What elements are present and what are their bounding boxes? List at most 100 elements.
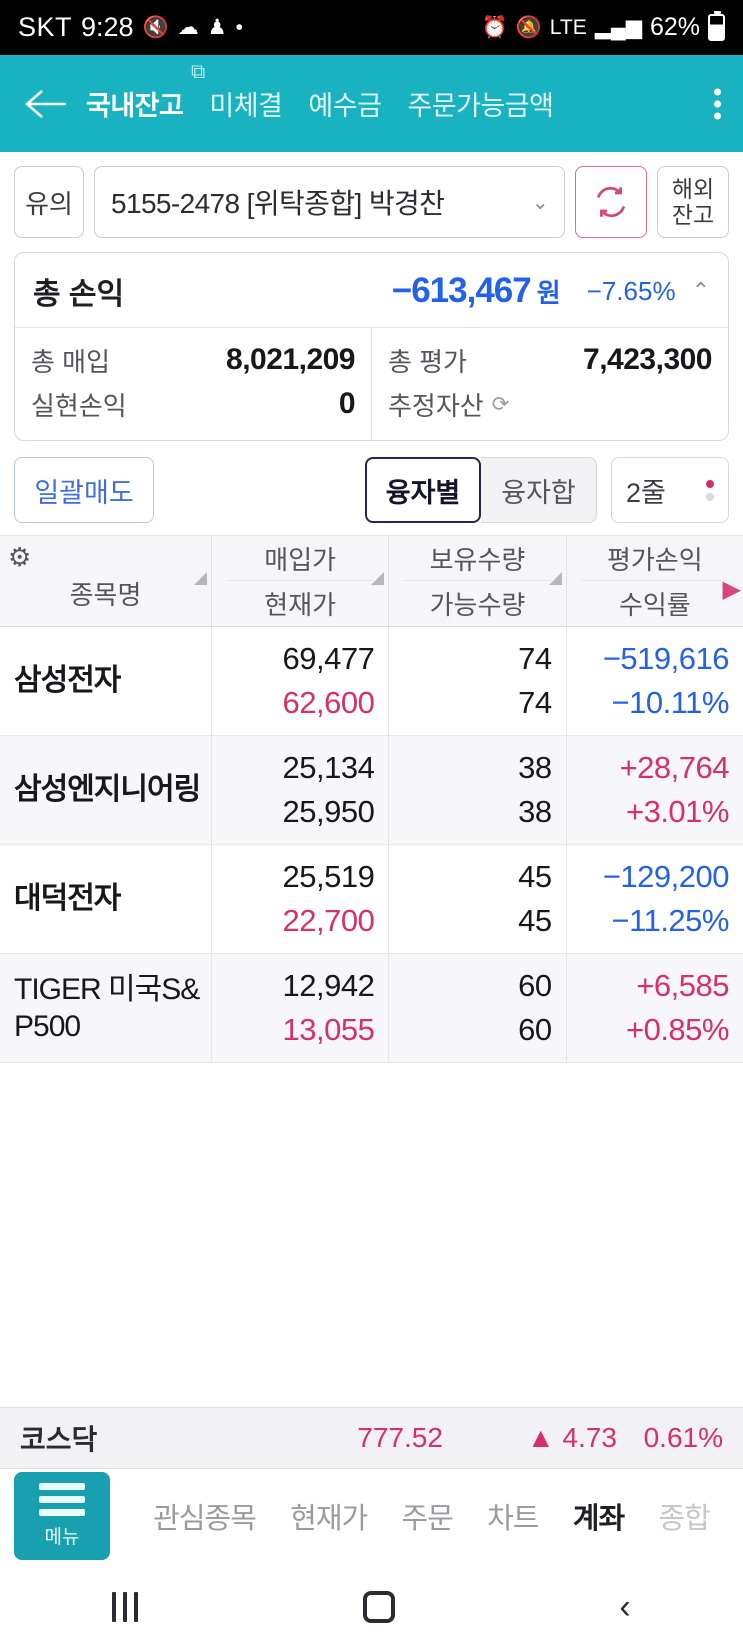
row-qty-cell: 38 38 bbox=[388, 736, 565, 844]
back-arrow-icon[interactable] bbox=[16, 75, 74, 133]
tab-orderable-amount[interactable]: 주문가능금액 bbox=[407, 91, 554, 121]
nav-item-watchlist[interactable]: 관심종목 bbox=[153, 1503, 257, 1535]
carrier-label: SKT bbox=[18, 12, 73, 42]
header-cell-name[interactable]: ⚙ 종목명 bbox=[0, 536, 211, 626]
estimated-asset-label: 추정자산 bbox=[388, 390, 484, 421]
status-bar: SKT 9:28 🔇 ☁ ♟ • ⏰ 🔕 LTE ▂▄▆ 62% bbox=[0, 0, 743, 55]
header-buy-price: 매입가 bbox=[226, 536, 375, 581]
refresh-button[interactable] bbox=[575, 166, 647, 238]
table-row[interactable]: 삼성전자 69,477 62,600 74 74 −519,616 −10.11… bbox=[0, 627, 743, 736]
bulk-sell-button[interactable]: 일괄매도 bbox=[14, 457, 154, 523]
nav-item-overall[interactable]: 종합 bbox=[658, 1503, 710, 1535]
back-nav-icon[interactable]: ‹ bbox=[619, 1588, 631, 1626]
menu-button-label: 메뉴 bbox=[44, 1527, 80, 1548]
clock-label: 9:28 bbox=[81, 12, 134, 42]
total-pl-label: 총 손익 bbox=[33, 278, 125, 311]
nav-item-account[interactable]: 계좌 bbox=[572, 1503, 625, 1535]
row-current-price: 62,600 bbox=[282, 685, 375, 720]
control-row: 일괄매도 융자별 융자합 2줄 bbox=[0, 441, 743, 535]
header-cell-pl[interactable]: 평가손익 수익률 ▶ bbox=[565, 536, 743, 626]
table-header: ⚙ 종목명 매입가 현재가 보유수량 가능수량 평가손익 수익률 ▶ bbox=[0, 535, 743, 627]
tab-deposit[interactable]: 예수금 bbox=[308, 91, 382, 121]
two-dots-icon bbox=[706, 479, 714, 501]
summary-col-left: 총 매입 8,021,209 실현손익 0 bbox=[15, 328, 371, 440]
row-eval-pl: −519,616 bbox=[602, 641, 730, 676]
nav-item-order[interactable]: 주문 bbox=[401, 1503, 453, 1535]
account-row: 유의 5155-2478 [위탁종합] 박경찬 ⌄ 해외 잔고 bbox=[0, 152, 743, 248]
bottom-nav-items: 관심종목 현재가 주문 차트 계좌 종합 bbox=[110, 1495, 743, 1537]
table-row[interactable]: 대덕전자 25,519 22,700 45 45 −129,200 −11.25… bbox=[0, 845, 743, 954]
table-row[interactable]: TIGER 미국S&P500 12,942 13,055 60 60 +6,58… bbox=[0, 954, 743, 1063]
chevron-up-icon[interactable]: ⌃ bbox=[691, 278, 710, 303]
total-pl-percent: −7.65% bbox=[586, 275, 676, 306]
segment-sum-loan[interactable]: 융자합 bbox=[481, 457, 597, 523]
table-row[interactable]: 삼성엔지니어링 25,134 25,950 38 38 +28,764 +3.0… bbox=[0, 736, 743, 845]
index-percent: 0.61% bbox=[643, 1422, 723, 1453]
row-available-qty: 60 bbox=[518, 1012, 552, 1047]
total-eval-label: 총 평가 bbox=[388, 346, 467, 377]
nav-item-chart[interactable]: 차트 bbox=[487, 1503, 539, 1535]
signal-bars-icon: ▂▄▆ bbox=[594, 16, 642, 39]
chevron-down-icon: ⌄ bbox=[531, 191, 549, 214]
realized-pl-row: 실현손익 0 bbox=[31, 382, 356, 426]
summary-grid: 총 매입 8,021,209 실현손익 0 총 평가 7,423,300 추정자… bbox=[15, 328, 728, 440]
row-held-qty: 38 bbox=[518, 750, 552, 785]
row-price-cell: 25,519 22,700 bbox=[211, 845, 388, 953]
row-pl-cell: −519,616 −10.11% bbox=[565, 627, 743, 735]
row-pl-cell: +28,764 +3.01% bbox=[565, 736, 743, 844]
header-current-price: 현재가 bbox=[264, 590, 337, 620]
row-current-price: 22,700 bbox=[282, 903, 375, 938]
index-change: ▲ 4.73 bbox=[526, 1422, 617, 1453]
account-select[interactable]: 5155-2478 [위탁종합] 박경찬 ⌄ bbox=[94, 166, 565, 238]
warning-button[interactable]: 유의 bbox=[14, 166, 84, 238]
realized-pl-value: 0 bbox=[338, 387, 356, 420]
home-icon[interactable] bbox=[362, 1591, 395, 1623]
segment-by-loan[interactable]: 융자별 bbox=[365, 457, 481, 523]
overseas-line2: 잔고 bbox=[671, 202, 715, 228]
market-index-bar[interactable]: 코스닥 777.52 ▲ 4.73 0.61% bbox=[0, 1407, 743, 1469]
row-count-button[interactable]: 2줄 bbox=[611, 457, 729, 523]
hamburger-menu-icon bbox=[39, 1483, 85, 1516]
header-available-qty: 가능수량 bbox=[429, 590, 526, 620]
header-profit-rate: 수익률 bbox=[618, 590, 691, 620]
menu-button[interactable]: 메뉴 bbox=[14, 1472, 110, 1560]
row-profit-rate: +0.85% bbox=[625, 1012, 730, 1047]
header-name-label: 종목명 bbox=[69, 580, 142, 610]
sound-off-icon: 🔕 bbox=[515, 16, 542, 39]
row-stock-name: 삼성엔지니어링 bbox=[14, 773, 201, 807]
nav-item-current-price[interactable]: 현재가 bbox=[290, 1503, 368, 1535]
summary-total-pl-row[interactable]: 총 손익 −613,467 원 −7.65% ⌃ bbox=[15, 253, 728, 328]
tab-unfilled[interactable]: 미체결 bbox=[209, 91, 283, 121]
status-bar-left: SKT 9:28 🔇 ☁ ♟ • bbox=[18, 12, 243, 43]
row-pl-cell: +6,585 +0.85% bbox=[565, 954, 743, 1062]
app-header: ⧉ 국내잔고 미체결 예수금 주문가능금액 bbox=[0, 55, 743, 152]
gear-icon[interactable]: ⚙ bbox=[8, 542, 32, 572]
row-available-qty: 45 bbox=[518, 903, 552, 938]
total-buy-value: 8,021,209 bbox=[226, 343, 355, 376]
battery-label: 62% bbox=[649, 13, 700, 41]
header-eval-pl: 평가손익 bbox=[580, 536, 729, 581]
arrow-right-icon[interactable]: ▶ bbox=[722, 576, 741, 603]
recent-apps-icon[interactable] bbox=[112, 1592, 139, 1622]
sort-triangle-icon[interactable] bbox=[548, 572, 562, 585]
volume-mute-icon: 🔇 bbox=[142, 16, 169, 39]
bottom-nav: 메뉴 관심종목 현재가 주문 차트 계좌 종합 bbox=[0, 1469, 743, 1563]
sort-triangle-icon[interactable] bbox=[371, 572, 385, 585]
sort-triangle-icon[interactable] bbox=[194, 572, 207, 585]
total-buy-label: 총 매입 bbox=[31, 346, 110, 377]
row-stock-name: 삼성전자 bbox=[14, 664, 121, 698]
header-cell-price[interactable]: 매입가 현재가 bbox=[211, 536, 388, 626]
row-price-cell: 69,477 62,600 bbox=[211, 627, 388, 735]
header-tabs: 국내잔고 미체결 예수금 주문가능금액 bbox=[86, 84, 554, 123]
overseas-balance-button[interactable]: 해외 잔고 bbox=[657, 166, 729, 238]
total-eval-row: 총 평가 7,423,300 bbox=[388, 338, 712, 382]
row-available-qty: 38 bbox=[518, 794, 552, 829]
overflow-menu-icon[interactable] bbox=[714, 88, 721, 119]
tab-domestic-balance[interactable]: 국내잔고 bbox=[86, 91, 184, 121]
refresh-small-icon[interactable]: ⟳ bbox=[491, 392, 510, 416]
header-cell-qty[interactable]: 보유수량 가능수량 bbox=[388, 536, 565, 626]
summary-card: 총 손익 −613,467 원 −7.65% ⌃ 총 매입 8,021,209 … bbox=[14, 252, 729, 441]
estimated-asset-row: 추정자산 ⟳ bbox=[388, 382, 712, 426]
row-buy-price: 69,477 bbox=[282, 641, 375, 676]
